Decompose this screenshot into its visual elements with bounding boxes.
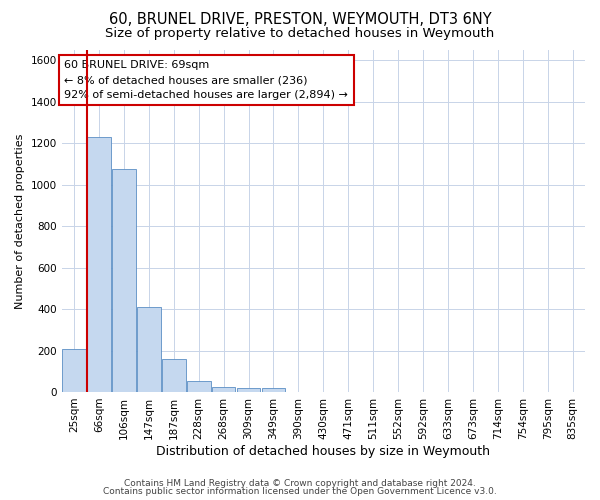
X-axis label: Distribution of detached houses by size in Weymouth: Distribution of detached houses by size … bbox=[157, 444, 490, 458]
Bar bbox=[212, 387, 235, 392]
Text: Contains public sector information licensed under the Open Government Licence v3: Contains public sector information licen… bbox=[103, 487, 497, 496]
Text: 60 BRUNEL DRIVE: 69sqm
← 8% of detached houses are smaller (236)
92% of semi-det: 60 BRUNEL DRIVE: 69sqm ← 8% of detached … bbox=[64, 60, 348, 100]
Bar bbox=[162, 359, 185, 392]
Text: Contains HM Land Registry data © Crown copyright and database right 2024.: Contains HM Land Registry data © Crown c… bbox=[124, 478, 476, 488]
Text: Size of property relative to detached houses in Weymouth: Size of property relative to detached ho… bbox=[106, 28, 494, 40]
Bar bbox=[187, 380, 211, 392]
Bar bbox=[87, 137, 111, 392]
Bar bbox=[137, 307, 161, 392]
Text: 60, BRUNEL DRIVE, PRESTON, WEYMOUTH, DT3 6NY: 60, BRUNEL DRIVE, PRESTON, WEYMOUTH, DT3… bbox=[109, 12, 491, 28]
Y-axis label: Number of detached properties: Number of detached properties bbox=[15, 134, 25, 308]
Bar bbox=[262, 388, 286, 392]
Bar bbox=[112, 169, 136, 392]
Bar bbox=[237, 388, 260, 392]
Bar bbox=[62, 350, 86, 392]
